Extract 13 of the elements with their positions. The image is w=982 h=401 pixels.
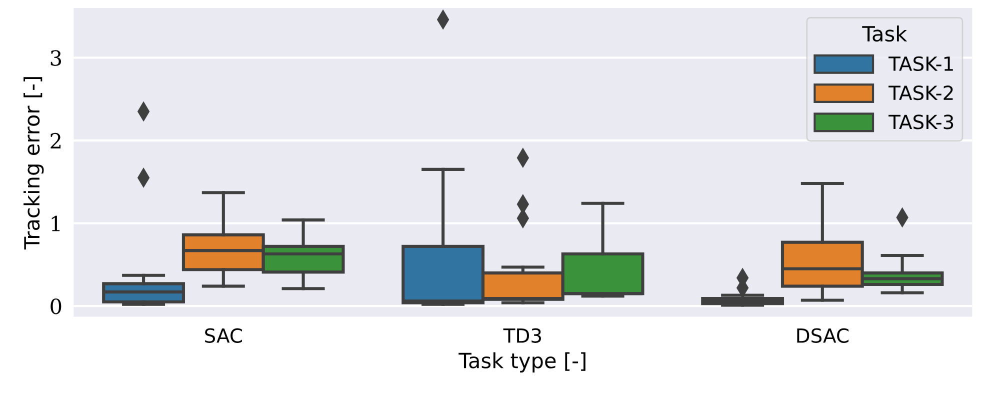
y-tick-label: 3 xyxy=(50,50,61,66)
x-tick-label: TD3 xyxy=(503,328,541,343)
y-tick-label: 2 xyxy=(50,132,60,148)
legend-label: TASK-2 xyxy=(888,85,953,100)
y-tick-label: 0 xyxy=(50,298,62,314)
x-axis-title: Task type [-] xyxy=(458,352,586,372)
x-tick-label: DSAC xyxy=(797,328,848,343)
legend-label: TASK-3 xyxy=(888,114,954,130)
x-tick-label: SAC xyxy=(205,328,242,343)
legend-title: Task xyxy=(862,26,908,42)
y-tick-label: 1 xyxy=(52,216,60,232)
y-axis-title: Tracking error [-] xyxy=(24,77,44,250)
legend-label: TASK-1 xyxy=(888,56,953,72)
